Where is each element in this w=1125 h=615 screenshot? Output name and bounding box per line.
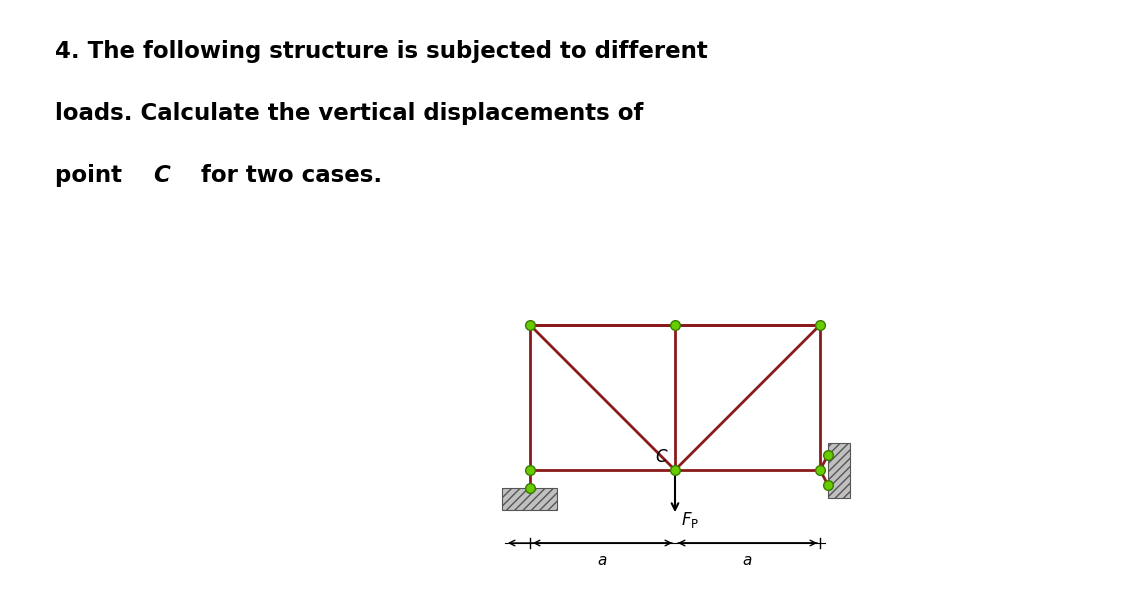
Text: loads. Calculate the vertical displacements of: loads. Calculate the vertical displaceme… (55, 102, 643, 125)
Text: a: a (742, 553, 753, 568)
Text: C: C (656, 448, 667, 466)
Text: point: point (55, 164, 130, 187)
Text: $F_\mathrm{P}$: $F_\mathrm{P}$ (681, 510, 700, 530)
Text: for two cases.: for two cases. (193, 164, 382, 187)
Bar (503, 488, 558, 510)
Text: 4. The following structure is subjected to different: 4. The following structure is subjected … (55, 40, 708, 63)
Text: a: a (597, 553, 608, 568)
Text: C: C (153, 164, 170, 187)
Bar (828, 443, 850, 498)
